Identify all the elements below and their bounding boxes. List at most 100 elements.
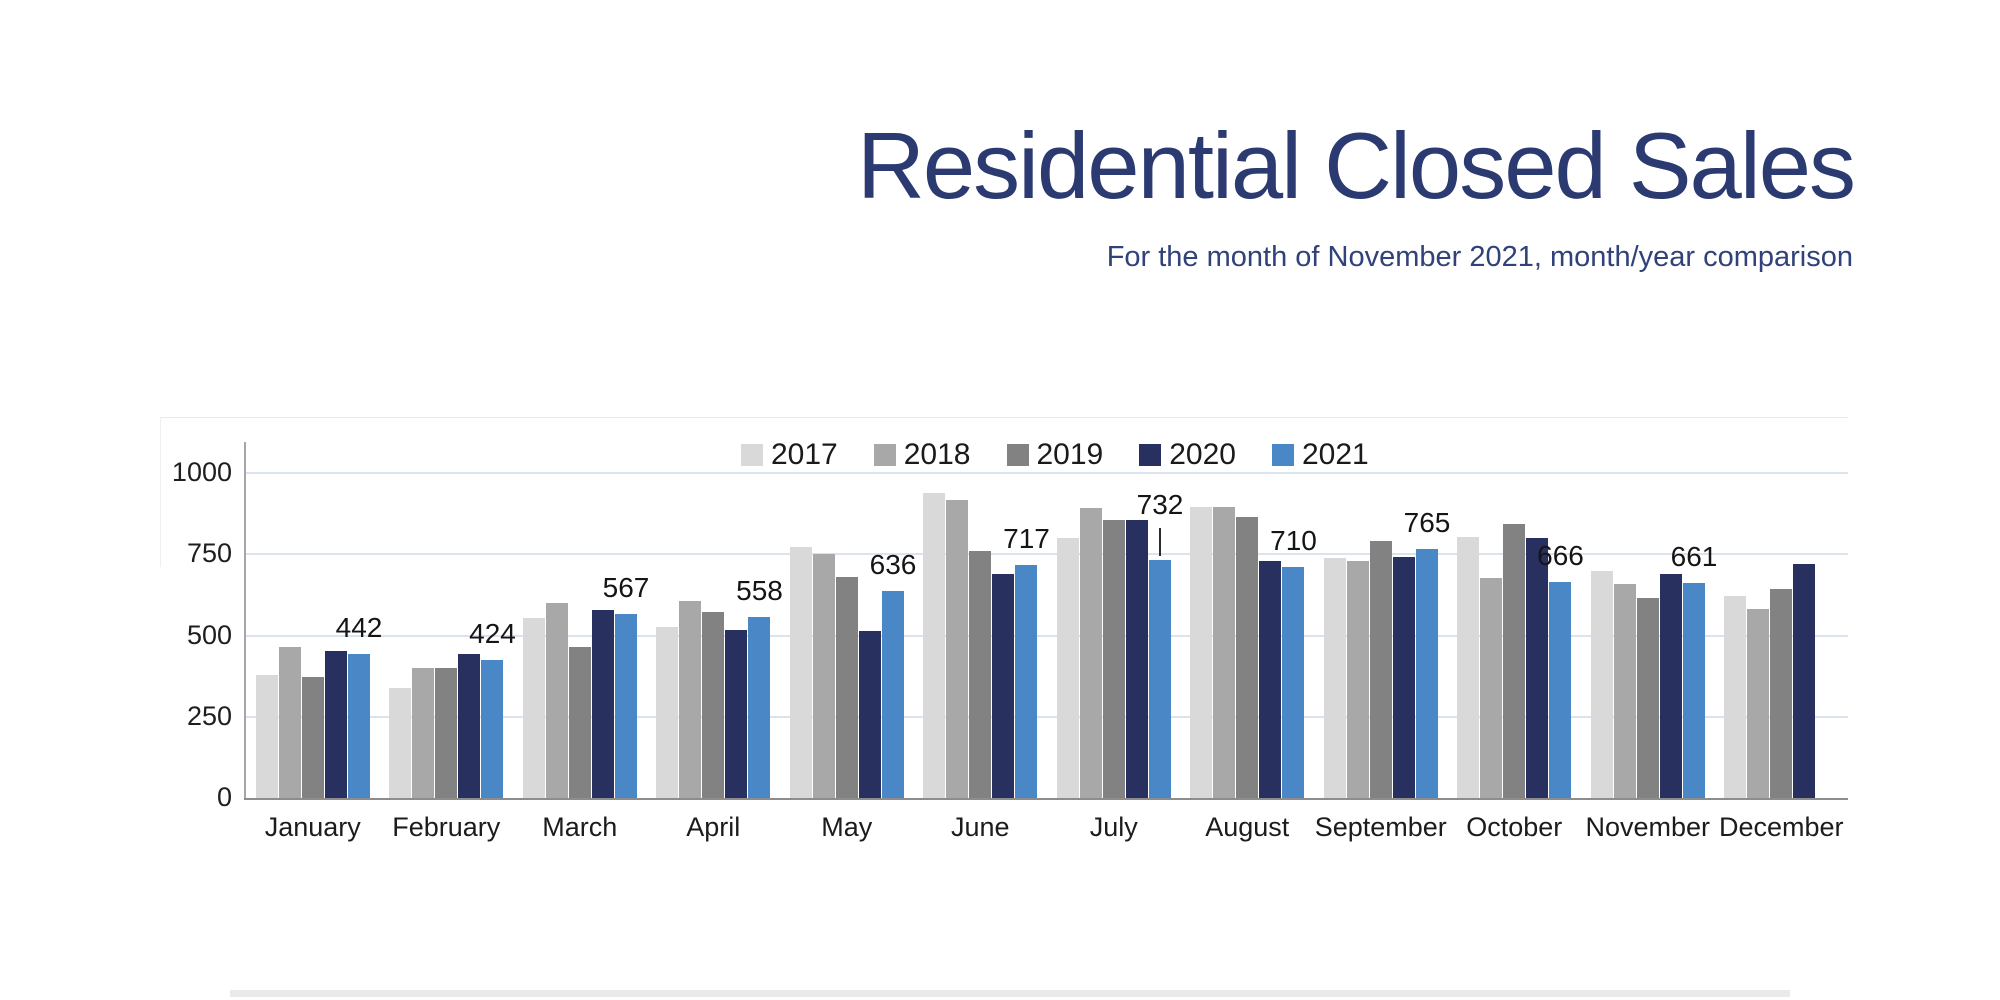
bar-september-2019: [1369, 540, 1392, 798]
bar-group-may: [780, 442, 914, 798]
x-label-march: March: [542, 812, 618, 842]
bar-june-2017: [923, 492, 946, 798]
bar-group-january: [246, 442, 380, 798]
bar-november-2018: [1613, 584, 1636, 798]
bar-february-2019: [435, 668, 458, 798]
gridline-750: [246, 553, 1848, 556]
bar-july-2018: [1079, 508, 1102, 798]
bar-october-2019: [1503, 524, 1526, 798]
bar-september-2021: [1415, 549, 1438, 798]
bar-february-2018: [412, 668, 435, 798]
x-label-september: September: [1314, 812, 1447, 842]
gridline-250: [246, 715, 1848, 718]
bar-march-2017: [522, 617, 545, 798]
chart-subtitle: For the month of November 2021, month/ye…: [1106, 241, 1853, 273]
x-axis-line: [244, 798, 1848, 800]
bottom-divider: [230, 990, 1790, 997]
bar-june-2018: [946, 500, 969, 798]
bar-july-2020: [1125, 520, 1148, 798]
legend-item-2019: 2019: [1006, 438, 1104, 472]
legend-label-2019: 2019: [1036, 438, 1104, 471]
bar-group-october: [1448, 442, 1582, 798]
data-label-november-2021: 661: [1670, 541, 1718, 573]
bar-march-2018: [545, 603, 568, 798]
bar-july-2017: [1056, 538, 1079, 798]
data-label-september-2021: 765: [1403, 507, 1451, 539]
legend-item-2020: 2020: [1139, 438, 1236, 472]
bar-september-2018: [1346, 561, 1369, 798]
bar-april-2019: [702, 612, 725, 798]
bar-may-2018: [812, 554, 835, 798]
x-label-october: October: [1466, 812, 1563, 842]
bar-march-2020: [591, 610, 614, 798]
x-label-december: December: [1718, 812, 1844, 842]
data-label-january-2021: 442: [335, 612, 383, 644]
data-label-april-2021: 558: [736, 574, 783, 606]
bar-august-2017: [1190, 507, 1213, 798]
legend-swatch-2019: [1006, 444, 1029, 466]
chart-card-top-edge: [160, 417, 1848, 418]
bar-group-april: [647, 442, 781, 798]
legend-swatch-2018: [873, 444, 896, 466]
data-label-august-2021: 710: [1270, 525, 1317, 557]
bar-february-2021: [481, 660, 504, 798]
y-tick-1000: 1000: [171, 457, 232, 487]
bar-group-september: [1314, 442, 1448, 798]
bar-august-2020: [1259, 560, 1282, 798]
data-label-leader-line-july: [1159, 528, 1161, 557]
bar-march-2021: [614, 613, 637, 798]
bar-april-2018: [679, 601, 702, 798]
bar-february-2017: [389, 688, 412, 798]
bar-group-february: [380, 442, 514, 798]
bar-may-2021: [881, 591, 904, 798]
bar-july-2019: [1102, 520, 1125, 798]
bar-october-2018: [1480, 578, 1503, 798]
bar-january-2017: [255, 674, 278, 798]
bar-group-december: [1715, 442, 1849, 798]
bar-november-2017: [1590, 571, 1613, 798]
legend-label-2018: 2018: [903, 438, 971, 471]
x-label-april: April: [686, 812, 741, 842]
bar-september-2020: [1392, 557, 1415, 798]
bar-april-2020: [725, 630, 748, 798]
x-label-february: February: [392, 812, 501, 842]
bar-january-2018: [278, 646, 301, 798]
x-label-june: June: [950, 812, 1010, 842]
data-label-march-2021: 567: [602, 571, 650, 603]
y-axis-line: [244, 442, 246, 798]
data-label-july-2021: 732: [1136, 489, 1184, 521]
bar-august-2018: [1213, 507, 1236, 798]
chart-title: Residential Closed Sales: [856, 113, 1856, 218]
bar-december-2017: [1724, 595, 1747, 798]
x-label-august: August: [1205, 812, 1290, 842]
bar-january-2021: [347, 654, 370, 798]
y-tick-750: 750: [186, 538, 232, 569]
bar-group-march: [513, 442, 647, 798]
y-tick-250: 250: [186, 700, 232, 731]
bar-august-2019: [1236, 516, 1259, 798]
bar-november-2020: [1659, 574, 1682, 798]
bar-february-2020: [458, 654, 481, 798]
legend-item-2017: 2017: [741, 438, 838, 472]
bar-january-2019: [301, 677, 324, 798]
x-label-may: May: [821, 812, 873, 842]
bar-january-2020: [324, 650, 347, 798]
legend-item-2018: 2018: [873, 438, 971, 472]
bar-november-2021: [1682, 583, 1705, 798]
legend-item-2021: 2021: [1272, 438, 1369, 472]
bar-may-2017: [789, 547, 812, 798]
bar-july-2021: [1148, 560, 1171, 798]
data-label-october-2021: 666: [1537, 539, 1584, 571]
bar-june-2019: [969, 551, 992, 798]
legend-label-2021: 2021: [1302, 438, 1369, 471]
bar-november-2019: [1636, 598, 1659, 798]
bar-group-june: [914, 442, 1048, 798]
gridline-1000: [246, 472, 1848, 474]
bar-group-august: [1181, 442, 1315, 798]
bar-october-2017: [1457, 537, 1480, 798]
y-tick-500: 500: [186, 619, 232, 650]
x-label-november: November: [1585, 812, 1711, 842]
bar-december-2020: [1793, 564, 1816, 798]
bar-group-november: [1581, 442, 1715, 798]
